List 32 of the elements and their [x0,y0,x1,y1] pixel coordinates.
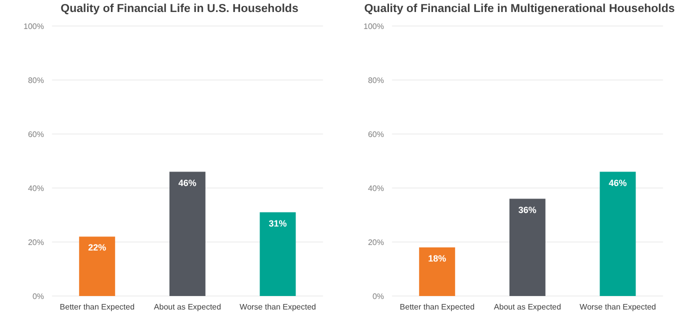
y-tick-label: 0% [32,292,44,301]
y-tick-label: 40% [28,184,44,193]
data-label: 31% [268,218,287,228]
data-label: 22% [88,242,106,253]
y-tick-label: 20% [368,238,384,247]
data-label: 18% [428,253,446,264]
data-label: 36% [518,204,536,215]
y-tick-label: 60% [28,130,44,139]
x-tick-label: About as Expected [494,302,562,312]
bar [419,247,456,296]
y-tick-label: 100% [24,22,44,31]
y-tick-label: 40% [368,184,384,193]
chart-title: Quality of Financial Life in U.S. Households [60,3,300,15]
y-tick-label: 80% [368,76,384,85]
data-label: 46% [608,178,627,188]
bar [79,236,116,296]
bar [169,172,206,296]
chart-title: Quality of Financial Life in Multigenerational Households [363,3,676,15]
bar [260,212,296,296]
bar [600,172,636,296]
x-tick-label: Better than Expected [60,302,135,312]
x-tick-label: About as Expected [154,302,222,312]
bar [509,198,546,296]
x-tick-label: Worse than Expected [240,302,316,312]
y-tick-label: 20% [28,238,44,247]
y-tick-label: 80% [28,76,44,85]
data-label: 46% [178,178,196,188]
x-tick-label: Worse than Expected [580,302,656,312]
y-tick-label: 0% [372,292,384,301]
y-tick-label: 60% [368,130,384,139]
y-tick-label: 100% [364,22,384,31]
x-tick-label: Better than Expected [400,302,475,312]
